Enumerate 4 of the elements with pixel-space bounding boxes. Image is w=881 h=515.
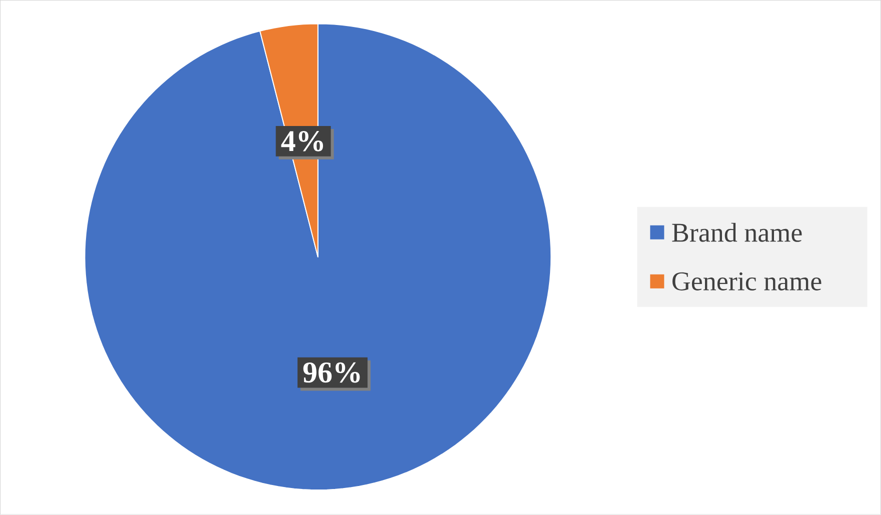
legend-label: Brand name bbox=[672, 222, 802, 242]
legend-label: Generic name bbox=[672, 272, 822, 291]
data-label: 96% bbox=[303, 362, 360, 383]
data-label: 4% bbox=[281, 131, 324, 152]
